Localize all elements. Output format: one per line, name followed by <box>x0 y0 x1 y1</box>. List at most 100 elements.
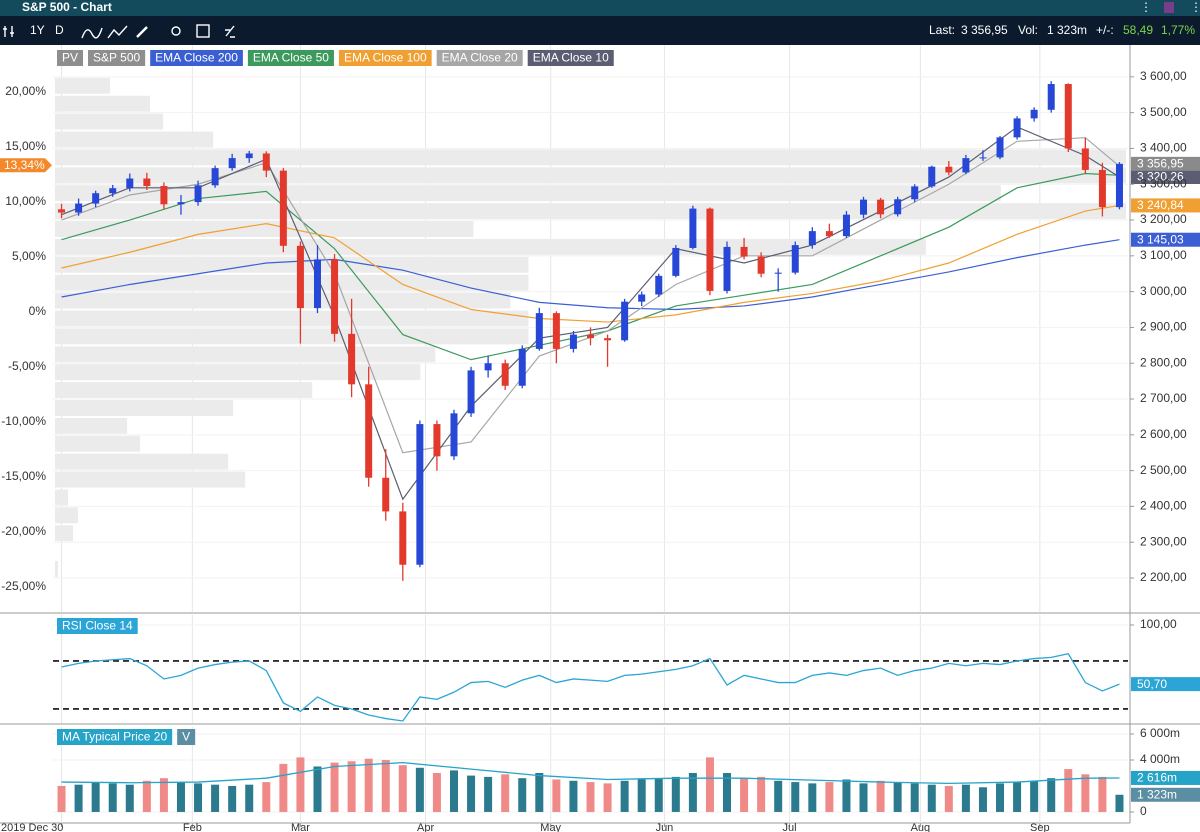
legend-chip <box>436 50 523 66</box>
volume-bar <box>996 783 1005 812</box>
candle-body <box>774 272 782 274</box>
volume-bar <box>842 779 851 812</box>
ema-line <box>61 126 1120 501</box>
y-tick-label: 2 900,00 <box>1140 320 1187 334</box>
title-bar <box>0 0 1200 16</box>
menu-dots[interactable]: ⋮ <box>1190 0 1200 14</box>
volume-bar <box>961 784 970 812</box>
candle-body <box>92 193 100 204</box>
volume-bar <box>893 782 902 812</box>
y-tick-label: 2 300,00 <box>1140 534 1187 548</box>
plot-area <box>53 45 1128 612</box>
volume-bar <box>740 778 749 812</box>
volume-bar <box>91 782 100 812</box>
volume-bar <box>398 765 407 812</box>
volume-bar <box>552 779 561 812</box>
layout-icon[interactable] <box>196 24 210 38</box>
y2-tick-label: -15,00% <box>1 469 46 483</box>
volume-bar <box>705 757 714 812</box>
profile-bar <box>55 328 529 345</box>
volume-bar <box>688 772 697 812</box>
x-tick-label: May <box>540 822 561 832</box>
change-label: +/-: <box>1096 23 1114 37</box>
candle-icon[interactable] <box>3 26 14 37</box>
volume-bar <box>1064 769 1073 812</box>
volume-bar <box>108 783 117 812</box>
candle-body <box>996 137 1004 158</box>
legend-label: S&P 500 <box>93 51 140 65</box>
legend-label: RSI Close 14 <box>62 619 133 633</box>
y-tick-label: 2 600,00 <box>1140 427 1187 441</box>
candle-body <box>894 199 902 215</box>
y2-tick-label: 15,00% <box>5 139 46 153</box>
ema-line <box>61 239 1120 311</box>
value-badge <box>1131 787 1200 802</box>
tool-icon[interactable] <box>225 25 235 38</box>
profile-bar <box>55 525 74 542</box>
volume-bar <box>467 775 476 812</box>
settings-icon[interactable] <box>171 26 181 36</box>
period-button[interactable]: 1Y <box>30 23 45 37</box>
y-tick-label: 2 400,00 <box>1140 499 1187 513</box>
legend-chip <box>177 729 196 745</box>
candle-body <box>58 209 66 213</box>
y-tick-label: 6 000m <box>1140 726 1180 740</box>
legend-chip <box>57 729 173 745</box>
volume-bar <box>313 766 322 812</box>
candle-body <box>621 301 629 341</box>
indicator-icon[interactable] <box>81 27 103 39</box>
interval-button[interactable]: D <box>55 23 64 37</box>
candle-body <box>877 199 885 215</box>
value-badge-label: 2 616m <box>1137 771 1177 785</box>
value-badge <box>1131 156 1200 171</box>
candle-body <box>262 153 270 171</box>
candle-body <box>450 413 458 457</box>
candle-body <box>791 245 799 273</box>
draw-icon[interactable] <box>136 26 148 38</box>
volume-bar <box>1047 778 1056 812</box>
volume-bar <box>330 762 339 812</box>
volume-bar <box>825 782 834 812</box>
legend-label: V <box>182 730 190 744</box>
overlay: 50,70 RSI Close 14 <box>57 618 1200 692</box>
x-tick-label: Mar <box>291 822 310 832</box>
candle-body <box>1047 84 1055 110</box>
profile-bar <box>55 310 529 327</box>
candle-body <box>1013 118 1021 138</box>
legend-label: EMA Close 50 <box>253 51 329 65</box>
value-badge-label: 3 240,84 <box>1137 198 1184 212</box>
candle-body <box>962 158 970 173</box>
y-tick-label: 3 400,00 <box>1140 141 1187 155</box>
window-title: S&P 500 - Chart <box>22 0 112 14</box>
profile-bar <box>55 256 529 273</box>
volume-bar <box>194 783 203 812</box>
volume-bar <box>637 779 646 812</box>
candle-body <box>1115 163 1123 208</box>
legend-chip <box>338 50 432 66</box>
menu-dots[interactable]: ⋮ <box>1140 0 1152 14</box>
profile-bar <box>55 274 529 291</box>
window-icon[interactable] <box>1164 2 1174 13</box>
value-badge-label: 3 320,26 <box>1137 170 1184 184</box>
profile-bar <box>55 203 1126 220</box>
candle-body <box>587 334 594 339</box>
plot-area <box>53 615 1128 723</box>
value-badge <box>1131 770 1200 785</box>
value-badge <box>1131 198 1200 213</box>
legend-label: EMA Close 100 <box>344 51 427 65</box>
volume-bar <box>432 772 441 812</box>
compare-icon[interactable] <box>107 25 128 39</box>
volume-bar <box>723 772 732 812</box>
legend-chip <box>88 50 146 66</box>
volume-bar <box>518 778 527 812</box>
candle-body <box>689 208 697 248</box>
candle-body <box>945 166 953 173</box>
volume-bar <box>910 783 919 812</box>
volume-bar <box>74 784 83 812</box>
x-tick-label: 2019 Dec 30 <box>1 822 63 832</box>
vol-label: Vol: <box>1018 23 1038 37</box>
candle-body <box>979 157 987 159</box>
candle-body <box>1030 109 1038 119</box>
percent-badge-label: 13,34% <box>4 158 45 172</box>
volume-bar <box>808 783 817 812</box>
